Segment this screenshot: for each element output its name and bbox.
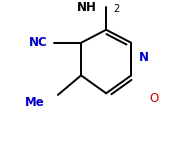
Text: Me: Me	[25, 96, 45, 109]
Text: N: N	[139, 51, 149, 64]
Text: O: O	[150, 92, 159, 105]
Text: NC: NC	[29, 36, 48, 49]
Text: NH: NH	[77, 1, 96, 14]
Text: 2: 2	[113, 4, 119, 14]
